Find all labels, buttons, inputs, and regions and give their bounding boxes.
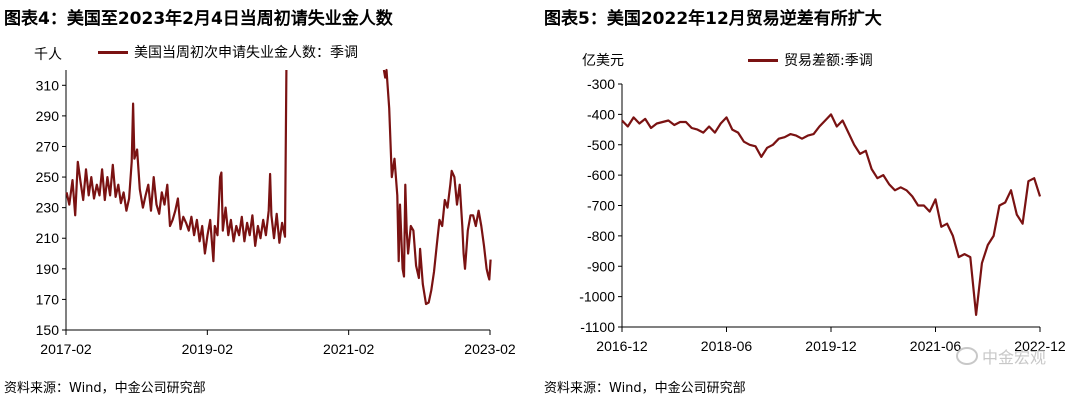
y-tick-label: -500 — [587, 137, 615, 153]
series-line — [65, 68, 492, 306]
x-tick-label: 2022-12 — [1014, 338, 1066, 354]
y-tick-label: 170 — [36, 291, 60, 307]
chart-title: 图表4：美国至2023年2月4日当周初请失业金人数 — [4, 9, 393, 29]
legend-label: 美国当周初次申请失业金人数：季调 — [134, 45, 358, 61]
y-tick-label: 290 — [36, 108, 60, 124]
y-tick-label: 190 — [36, 261, 60, 277]
legend: 美国当周初次申请失业金人数：季调 — [98, 42, 358, 62]
chart-panel-right: 图表5：美国2022年12月贸易逆差有所扩大 亿美元 贸易差额:季调 -1100… — [540, 0, 1080, 404]
watermark: 中金宏观 — [955, 344, 1046, 368]
watermark-text: 中金宏观 — [981, 348, 1046, 367]
y-tick-label: -300 — [587, 76, 615, 92]
legend: 贸易差额:季调 — [748, 50, 873, 70]
y-tick-label: 230 — [36, 200, 60, 216]
y-unit-label: 千人 — [34, 47, 62, 63]
right-chart-svg: -1100 -1000 -900 -800 -700 -600 -500 -400 -300 20… — [579, 76, 1066, 354]
y-tick-label: 270 — [36, 138, 60, 154]
legend-swatch — [98, 50, 128, 54]
legend-swatch — [748, 58, 778, 62]
legend-label: 贸易差额:季调 — [784, 53, 873, 69]
y-tick-label: 310 — [36, 77, 60, 93]
y-tick-label: -900 — [587, 258, 615, 274]
source-note: 资料来源：Wind，中金公司研究部 — [4, 381, 206, 396]
x-tick-label: 2021-06 — [910, 338, 962, 354]
y-tick-label: 250 — [36, 169, 60, 185]
wechat-icon — [955, 347, 978, 365]
y-tick-label: -1100 — [580, 319, 615, 335]
x-tick-label: 2018-06 — [701, 338, 753, 354]
y-tick-label: 150 — [36, 322, 60, 338]
y-tick-label: -600 — [587, 167, 615, 183]
x-tick-label: 2019-02 — [182, 341, 234, 357]
x-tick-label: 2016-12 — [596, 338, 648, 354]
x-tick-label: 2021-02 — [323, 341, 375, 357]
source-note: 资料来源：Wind，中金公司研究部 — [544, 381, 746, 396]
y-tick-label: 210 — [36, 230, 60, 246]
y-unit-label: 亿美元 — [582, 53, 624, 69]
y-tick-label: -400 — [587, 106, 615, 122]
chart-panel-left: 图表4：美国至2023年2月4日当周初请失业金人数 千人 美国当周初次申请失业金… — [4, 9, 516, 396]
chart-title: 图表5：美国2022年12月贸易逆差有所扩大 — [544, 9, 882, 29]
x-tick-label: 2017-02 — [40, 341, 92, 357]
y-tick-label: -1000 — [579, 289, 615, 305]
left-chart-svg: 150 170 190 210 230 250 270 290 310 2017-02 2019-0… — [36, 68, 516, 357]
y-tick-label: -800 — [587, 228, 615, 244]
x-tick-label: 2019-12 — [805, 338, 857, 354]
y-tick-label: -700 — [587, 198, 615, 214]
series-line — [621, 113, 1042, 316]
x-tick-label: 2023-02 — [464, 341, 516, 357]
